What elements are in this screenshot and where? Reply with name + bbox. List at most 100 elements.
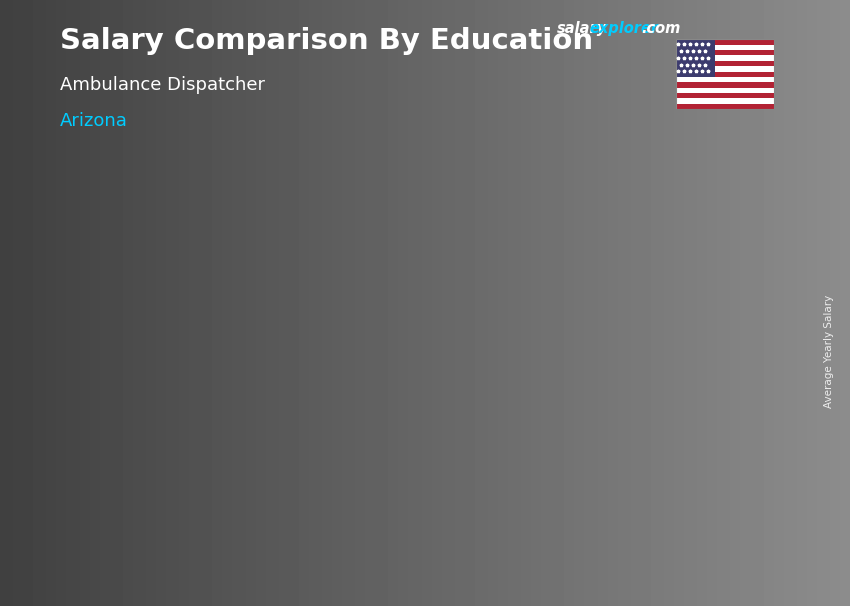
Bar [545, 404, 615, 408]
Bar [144, 517, 214, 519]
Bar [144, 487, 214, 488]
Bar [144, 420, 214, 422]
Bar [144, 479, 214, 481]
Bar [144, 430, 214, 432]
Bar [144, 435, 214, 437]
Bar [344, 406, 415, 408]
Bar [545, 281, 615, 284]
Bar [344, 479, 415, 481]
Bar [144, 514, 214, 515]
Bar [344, 438, 415, 440]
Bar [545, 450, 615, 453]
Bar [144, 391, 214, 393]
Bar [144, 459, 214, 461]
Bar [144, 504, 214, 505]
Bar [545, 401, 615, 404]
Bar [344, 454, 415, 456]
Bar [344, 376, 415, 378]
Bar [545, 482, 615, 485]
Bar [344, 399, 415, 401]
Bar [344, 470, 415, 472]
Bar [344, 369, 415, 371]
Bar [144, 496, 214, 498]
Bar [545, 397, 615, 401]
Bar [144, 418, 214, 420]
Bar [144, 449, 214, 450]
Bar [545, 348, 615, 351]
Bar [344, 463, 415, 465]
Bar [545, 520, 615, 524]
Bar [344, 397, 415, 399]
Bar [144, 458, 214, 459]
Bar [144, 478, 214, 479]
Bar [545, 330, 615, 334]
Polygon shape [144, 389, 224, 391]
Bar [545, 415, 615, 418]
Bar [545, 305, 615, 309]
Bar [545, 478, 615, 482]
Text: +34%: +34% [221, 277, 306, 303]
Bar [344, 362, 415, 365]
Bar [144, 399, 214, 401]
Bar [144, 427, 214, 428]
Bar [545, 334, 615, 337]
Bar [676, 88, 774, 93]
Bar [676, 98, 774, 104]
Bar [344, 351, 415, 353]
Bar [144, 519, 214, 521]
Bar [545, 411, 615, 415]
Bar [545, 496, 615, 499]
Bar [344, 513, 415, 516]
Text: Arizona: Arizona [60, 112, 128, 130]
Bar [344, 418, 415, 419]
Bar [144, 441, 214, 442]
Bar [144, 437, 214, 439]
Bar [545, 253, 615, 256]
Polygon shape [415, 342, 423, 527]
Bar [545, 443, 615, 446]
Bar [144, 476, 214, 478]
Bar [344, 360, 415, 362]
Bar [344, 500, 415, 502]
Text: Certificate or
Diploma: Certificate or Diploma [129, 551, 230, 583]
Bar [144, 393, 214, 395]
Bar [545, 499, 615, 502]
Bar [344, 445, 415, 447]
Bar [144, 450, 214, 452]
Bar [545, 337, 615, 341]
Bar [144, 439, 214, 441]
Bar [144, 424, 214, 425]
Bar [545, 267, 615, 270]
Bar [545, 502, 615, 506]
Bar [144, 433, 214, 435]
Bar [676, 50, 774, 56]
Bar [144, 425, 214, 427]
Bar [545, 313, 615, 316]
Text: +53%: +53% [421, 202, 506, 228]
Bar [344, 442, 415, 445]
Bar [545, 506, 615, 510]
Bar [545, 319, 615, 323]
Bar [144, 413, 214, 415]
Bar [144, 432, 214, 433]
Bar [344, 371, 415, 374]
Bar [545, 446, 615, 450]
Bar [144, 491, 214, 493]
Bar [144, 444, 214, 445]
Bar [144, 481, 214, 483]
Bar [545, 467, 615, 471]
Bar [545, 524, 615, 527]
Text: Master's
Degree: Master's Degree [547, 551, 612, 583]
Bar [144, 522, 214, 524]
Polygon shape [344, 342, 423, 344]
Bar [344, 486, 415, 488]
Bar [344, 507, 415, 509]
Bar [545, 341, 615, 344]
Bar [344, 353, 415, 356]
Text: 58,100 USD: 58,100 USD [144, 368, 226, 383]
Bar [344, 522, 415, 525]
Bar [545, 428, 615, 432]
Text: 120,000 USD: 120,000 USD [590, 224, 681, 238]
Bar [144, 411, 214, 413]
Bar [344, 481, 415, 484]
